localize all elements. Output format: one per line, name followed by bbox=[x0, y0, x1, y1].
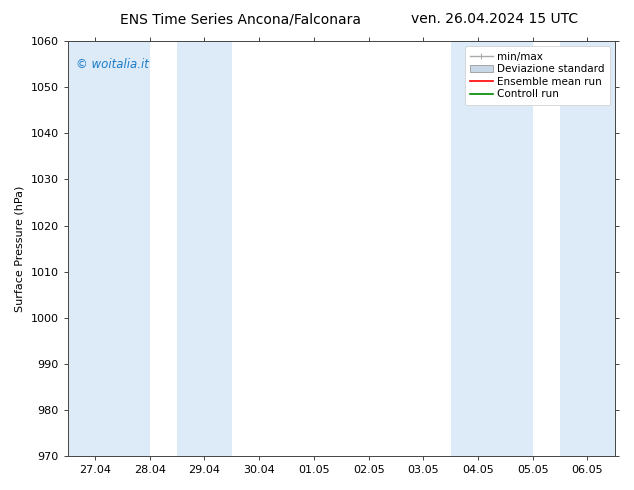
Text: © woitalia.it: © woitalia.it bbox=[76, 58, 149, 71]
Bar bbox=[68, 41, 150, 456]
Text: ven. 26.04.2024 15 UTC: ven. 26.04.2024 15 UTC bbox=[411, 12, 578, 26]
Y-axis label: Surface Pressure (hPa): Surface Pressure (hPa) bbox=[15, 185, 25, 312]
Bar bbox=[177, 41, 232, 456]
Text: ENS Time Series Ancona/Falconara: ENS Time Series Ancona/Falconara bbox=[120, 12, 361, 26]
Bar bbox=[451, 41, 533, 456]
Legend: min/max, Deviazione standard, Ensemble mean run, Controll run: min/max, Deviazione standard, Ensemble m… bbox=[465, 47, 610, 105]
Bar bbox=[560, 41, 615, 456]
